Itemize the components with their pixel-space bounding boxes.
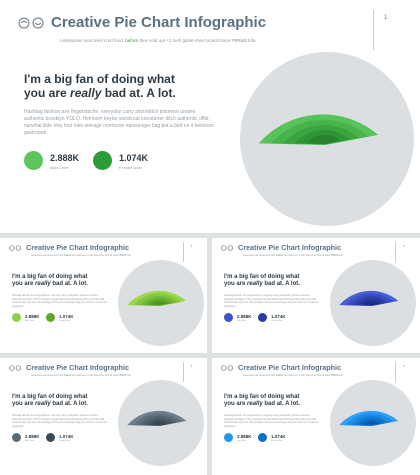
heading: I'm a big fan of doing what you are real… bbox=[224, 274, 300, 287]
slide-separator bbox=[0, 233, 420, 238]
pie-layer bbox=[362, 421, 380, 426]
body-text: Hashtag fashion axe fingerstache, everyd… bbox=[224, 414, 319, 428]
pie-graphic bbox=[330, 380, 416, 466]
stat-value: 2.888K bbox=[50, 153, 80, 163]
slide-title: Creative Pie Chart Infographic bbox=[238, 243, 342, 252]
slide-title: Creative Pie Chart Infographic bbox=[51, 14, 267, 31]
stat-label: Female User bbox=[119, 165, 142, 170]
page-number: 1 bbox=[191, 244, 193, 248]
stat-value: 2.888K bbox=[25, 434, 40, 439]
heading: I'm a big fan of doing what you are real… bbox=[224, 394, 300, 407]
slide-variant-blue[interactable]: Creative Pie Chart Infographic Letterpre… bbox=[212, 358, 420, 475]
slide-title: Creative Pie Chart Infographic bbox=[26, 363, 130, 372]
slide-main[interactable]: Creative Pie Chart Infographic Letterpre… bbox=[0, 0, 420, 233]
pie-layer bbox=[150, 421, 168, 426]
divider bbox=[395, 362, 396, 382]
logo-icon bbox=[18, 17, 48, 29]
heading: I'm a big fan of doing what you are real… bbox=[24, 72, 176, 100]
divider bbox=[373, 10, 374, 50]
page-number: 1 bbox=[403, 364, 405, 368]
stat-value: 2.888K bbox=[25, 314, 40, 319]
logo-icon bbox=[9, 365, 23, 371]
stat-label: Male User bbox=[237, 320, 247, 322]
stat-label: Male User bbox=[237, 440, 247, 442]
divider bbox=[183, 362, 184, 382]
slide-subtitle: Letterpress next level cred fund, before… bbox=[31, 255, 132, 257]
stat-value: 2.888K bbox=[237, 314, 252, 319]
slide-subtitle: Letterpress next level cred fund, before… bbox=[243, 255, 344, 257]
stat-label: Female User bbox=[59, 440, 71, 442]
male-icon bbox=[224, 313, 233, 322]
pie-graphic bbox=[118, 380, 204, 466]
divider bbox=[183, 242, 184, 262]
body-text: Hashtag fashion axe fingerstache, everyd… bbox=[24, 109, 214, 136]
female-icon bbox=[46, 433, 55, 442]
slide-subtitle: Letterpress next level cred fund, before… bbox=[60, 38, 257, 43]
female-icon bbox=[93, 151, 112, 170]
page-number: 1 bbox=[384, 15, 388, 21]
slide-variant-lime[interactable]: Creative Pie Chart Infographic Letterpre… bbox=[0, 238, 207, 353]
pie-layer bbox=[306, 135, 341, 144]
stat-value: 1.074K bbox=[271, 314, 286, 319]
body-text: Hashtag fashion axe fingerstache, everyd… bbox=[224, 294, 319, 308]
slide-subtitle: Letterpress next level cred fund, before… bbox=[243, 375, 344, 377]
divider bbox=[395, 242, 396, 262]
slide-subtitle: Letterpress next level cred fund, before… bbox=[31, 375, 132, 377]
pie-graphic bbox=[240, 52, 414, 226]
female-icon bbox=[46, 313, 55, 322]
slide-separator bbox=[0, 353, 420, 358]
page-number: 1 bbox=[191, 364, 193, 368]
logo-icon bbox=[221, 245, 235, 251]
logo-icon bbox=[221, 365, 235, 371]
pie-graphic bbox=[118, 260, 204, 346]
body-text: Hashtag fashion axe fingerstache, everyd… bbox=[12, 414, 107, 428]
stat-label: Male User bbox=[50, 165, 69, 170]
stat-label: Male User bbox=[25, 440, 35, 442]
slide-title: Creative Pie Chart Infographic bbox=[26, 243, 130, 252]
male-icon bbox=[12, 433, 21, 442]
page-number: 1 bbox=[403, 244, 405, 248]
stat-value: 1.074K bbox=[59, 314, 74, 319]
pie-layer bbox=[150, 301, 168, 306]
male-icon bbox=[224, 433, 233, 442]
stat-label: Female User bbox=[271, 320, 283, 322]
body-text: Hashtag fashion axe fingerstache, everyd… bbox=[12, 294, 107, 308]
stat-label: Female User bbox=[59, 320, 71, 322]
heading: I'm a big fan of doing what you are real… bbox=[12, 274, 88, 287]
slide-variant-slate[interactable]: Creative Pie Chart Infographic Letterpre… bbox=[0, 358, 207, 475]
stat-value: 1.074K bbox=[59, 434, 74, 439]
stat-label: Male User bbox=[25, 320, 35, 322]
male-icon bbox=[24, 151, 43, 170]
male-icon bbox=[12, 313, 21, 322]
stat-label: Female User bbox=[271, 440, 283, 442]
pie-graphic bbox=[330, 260, 416, 346]
pie-layer bbox=[362, 301, 380, 306]
stat-value: 2.888K bbox=[237, 434, 252, 439]
heading: I'm a big fan of doing what you are real… bbox=[12, 394, 88, 407]
logo-icon bbox=[9, 245, 23, 251]
slide-variant-indigo[interactable]: Creative Pie Chart Infographic Letterpre… bbox=[212, 238, 420, 353]
female-icon bbox=[258, 433, 267, 442]
stat-value: 1.074K bbox=[119, 153, 149, 163]
slide-title: Creative Pie Chart Infographic bbox=[238, 363, 342, 372]
female-icon bbox=[258, 313, 267, 322]
stat-value: 1.074K bbox=[271, 434, 286, 439]
